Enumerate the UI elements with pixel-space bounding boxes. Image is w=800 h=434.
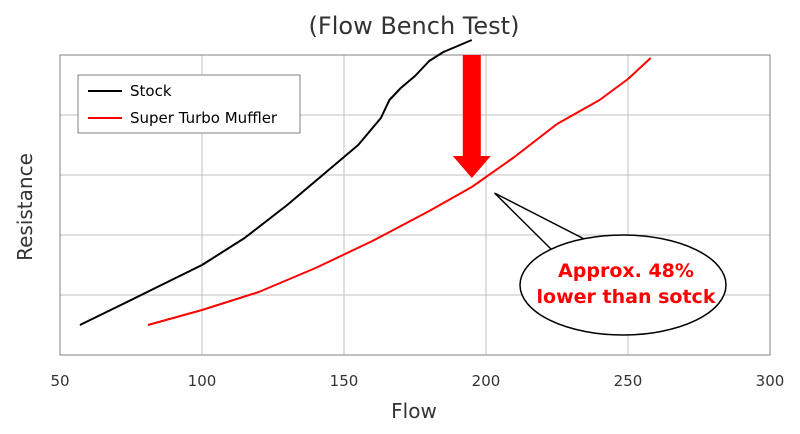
x-axis-label: Flow — [391, 399, 437, 423]
series-line-super-turbo — [147, 57, 652, 326]
legend-label-stock: Stock — [130, 82, 172, 100]
callout-text-line2: lower than sotck — [537, 286, 716, 308]
series-layer — [79, 39, 652, 326]
y-axis-label: Resistance — [13, 153, 37, 261]
x-tick-label: 250 — [614, 372, 643, 390]
down-arrow — [452, 55, 491, 178]
callout-pointer-join — [557, 243, 590, 256]
chart-title: (Flow Bench Test) — [309, 12, 520, 40]
x-tick-label: 200 — [472, 372, 501, 390]
series-line-stock — [79, 39, 473, 326]
arrow-layer — [452, 55, 491, 178]
x-tick-label: 100 — [188, 372, 217, 390]
plot-area-frame — [59, 54, 771, 356]
callout-text-line1: Approx. 48% — [558, 260, 694, 282]
x-tick-label: 50 — [50, 372, 69, 390]
callout: Approx. 48% lower than sotck — [493, 192, 727, 336]
x-tick-labels: 50 100 150 200 250 300 — [50, 372, 784, 390]
legend-label-super-turbo: Super Turbo Muffler — [130, 109, 278, 127]
x-tick-label: 300 — [756, 372, 785, 390]
legend-box — [77, 74, 301, 134]
x-tick-label: 150 — [330, 372, 359, 390]
legend: Stock Super Turbo Muffler — [77, 74, 301, 134]
callout-bubble — [519, 234, 727, 336]
